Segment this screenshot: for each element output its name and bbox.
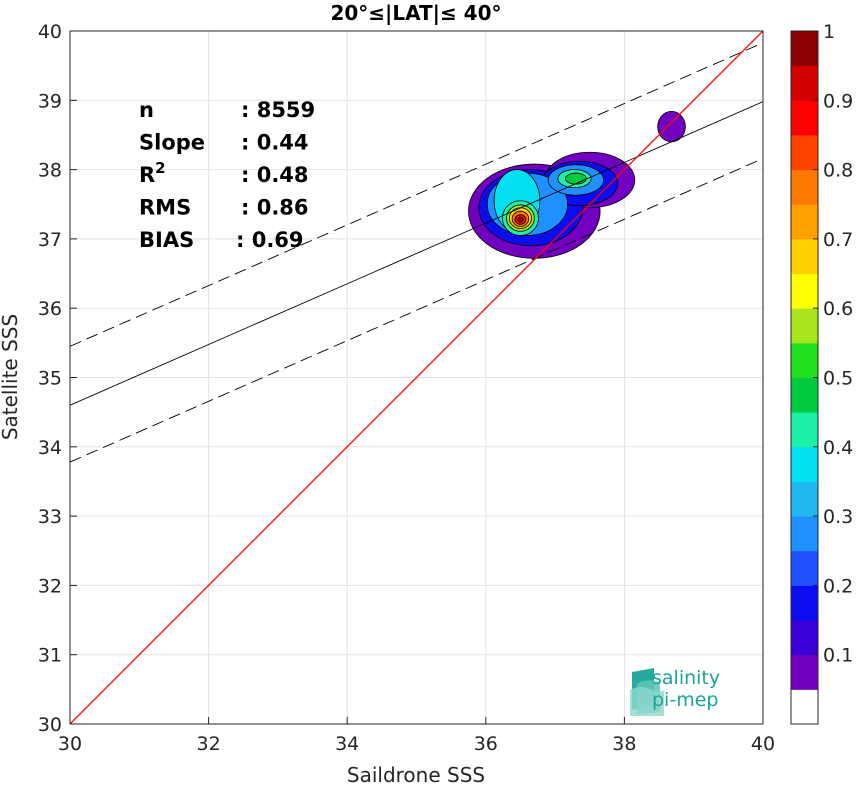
colorbar-segment-7 [791, 446, 818, 482]
colorbar-tick-label-1: 0.2 [823, 575, 853, 597]
y-tick-label-6: 36 [38, 298, 62, 320]
colorbar-segment-11 [791, 308, 818, 344]
y-tick-label-0: 30 [38, 714, 62, 736]
x-axis-ticks: 30 32 34 36 38 40 [58, 717, 775, 755]
stat-label-0: n [139, 98, 154, 122]
colorbar-segment-10 [791, 342, 818, 378]
logo-line1: salinity [652, 667, 720, 689]
stat-value-2: : 0.48 [241, 163, 309, 187]
x-tick-label-2: 34 [335, 733, 359, 755]
colorbar-tick-label-5: 0.6 [823, 298, 853, 320]
colorbar-tick-label-6: 0.7 [823, 229, 853, 251]
y-axis-label: Satellite SSS [0, 314, 22, 440]
logo-line2: pi-mep [652, 689, 718, 711]
colorbar-segment-4 [791, 550, 818, 586]
x-tick-label-3: 36 [474, 733, 498, 755]
colorbar: 0.1 0.2 0.3 0.4 0.5 0.6 0.7 0.8 0.9 1 [790, 21, 853, 725]
fit-lines [70, 31, 763, 724]
y-axis-ticks: 30 31 32 33 34 35 36 37 38 39 40 [38, 21, 77, 736]
density-contour-15 [517, 216, 524, 223]
colorbar-segment-14 [791, 204, 818, 240]
colorbar-segment-1 [791, 654, 818, 690]
colorbar-segment-13 [791, 238, 818, 275]
x-tick-label-1: 32 [197, 733, 221, 755]
colorbar-tick-label-8: 0.9 [823, 90, 853, 112]
colorbar-segment-9 [791, 377, 818, 413]
y-tick-label-7: 37 [38, 229, 62, 251]
colorbar-segment-6 [791, 481, 818, 517]
upper-bound-line [70, 42, 763, 347]
salinity-pimep-logo: salinity pi-mep [630, 667, 720, 716]
colorbar-segment-2 [791, 620, 818, 656]
chart-title: 20°≤|LAT|≤ 40° [330, 1, 501, 25]
y-tick-label-4: 34 [38, 437, 62, 459]
colorbar-segment-12 [791, 273, 818, 309]
x-tick-label-4: 38 [612, 733, 636, 755]
y-tick-label-9: 39 [38, 90, 62, 112]
colorbar-segment-16 [791, 134, 818, 171]
colorbar-tick-label-7: 0.8 [823, 160, 853, 182]
colorbar-segment-3 [791, 585, 818, 621]
stat-label-sup-2: 2 [155, 159, 165, 177]
stat-label-3: RMS [139, 196, 191, 220]
x-tick-label-0: 30 [58, 733, 82, 755]
stat-value-1: : 0.44 [241, 131, 309, 155]
colorbar-segment-15 [791, 169, 818, 205]
regression-line [70, 101, 763, 406]
x-tick-label-5: 40 [751, 733, 775, 755]
colorbar-tick-label-3: 0.4 [823, 437, 853, 459]
colorbar-segment-17 [791, 100, 818, 136]
colorbar-segment-18 [791, 65, 818, 101]
stat-label-4: BIAS [139, 228, 194, 252]
y-tick-label-5: 35 [38, 368, 62, 390]
colorbar-segment-5 [791, 516, 818, 552]
stat-value-4: : 0.69 [236, 228, 304, 252]
colorbar-tick-label-2: 0.3 [823, 506, 853, 528]
colorbar-segment-19 [791, 31, 818, 67]
x-axis-label: Saildrone SSS [347, 763, 485, 786]
y-tick-label-2: 32 [38, 575, 62, 597]
colorbar-segment-8 [791, 412, 818, 448]
stat-value-0: : 8559 [241, 98, 315, 122]
colorbar-segment-0 [791, 689, 818, 725]
stat-value-3: : 0.86 [241, 196, 309, 220]
colorbar-tick-label-0: 0.1 [823, 645, 853, 667]
y-tick-label-8: 38 [38, 160, 62, 182]
y-tick-label-1: 31 [38, 645, 62, 667]
grid-lines [69, 30, 764, 725]
wave-logo-icon [630, 668, 664, 716]
y-tick-label-10: 40 [38, 21, 62, 43]
density-contour-9 [565, 172, 587, 185]
colorbar-tick-label-9: 1 [823, 21, 835, 43]
stat-label-1: Slope [139, 131, 205, 155]
y-tick-label-3: 33 [38, 506, 62, 528]
colorbar-tick-label-4: 0.5 [823, 368, 853, 390]
identity-line [70, 31, 763, 724]
lower-bound-line [70, 158, 763, 463]
